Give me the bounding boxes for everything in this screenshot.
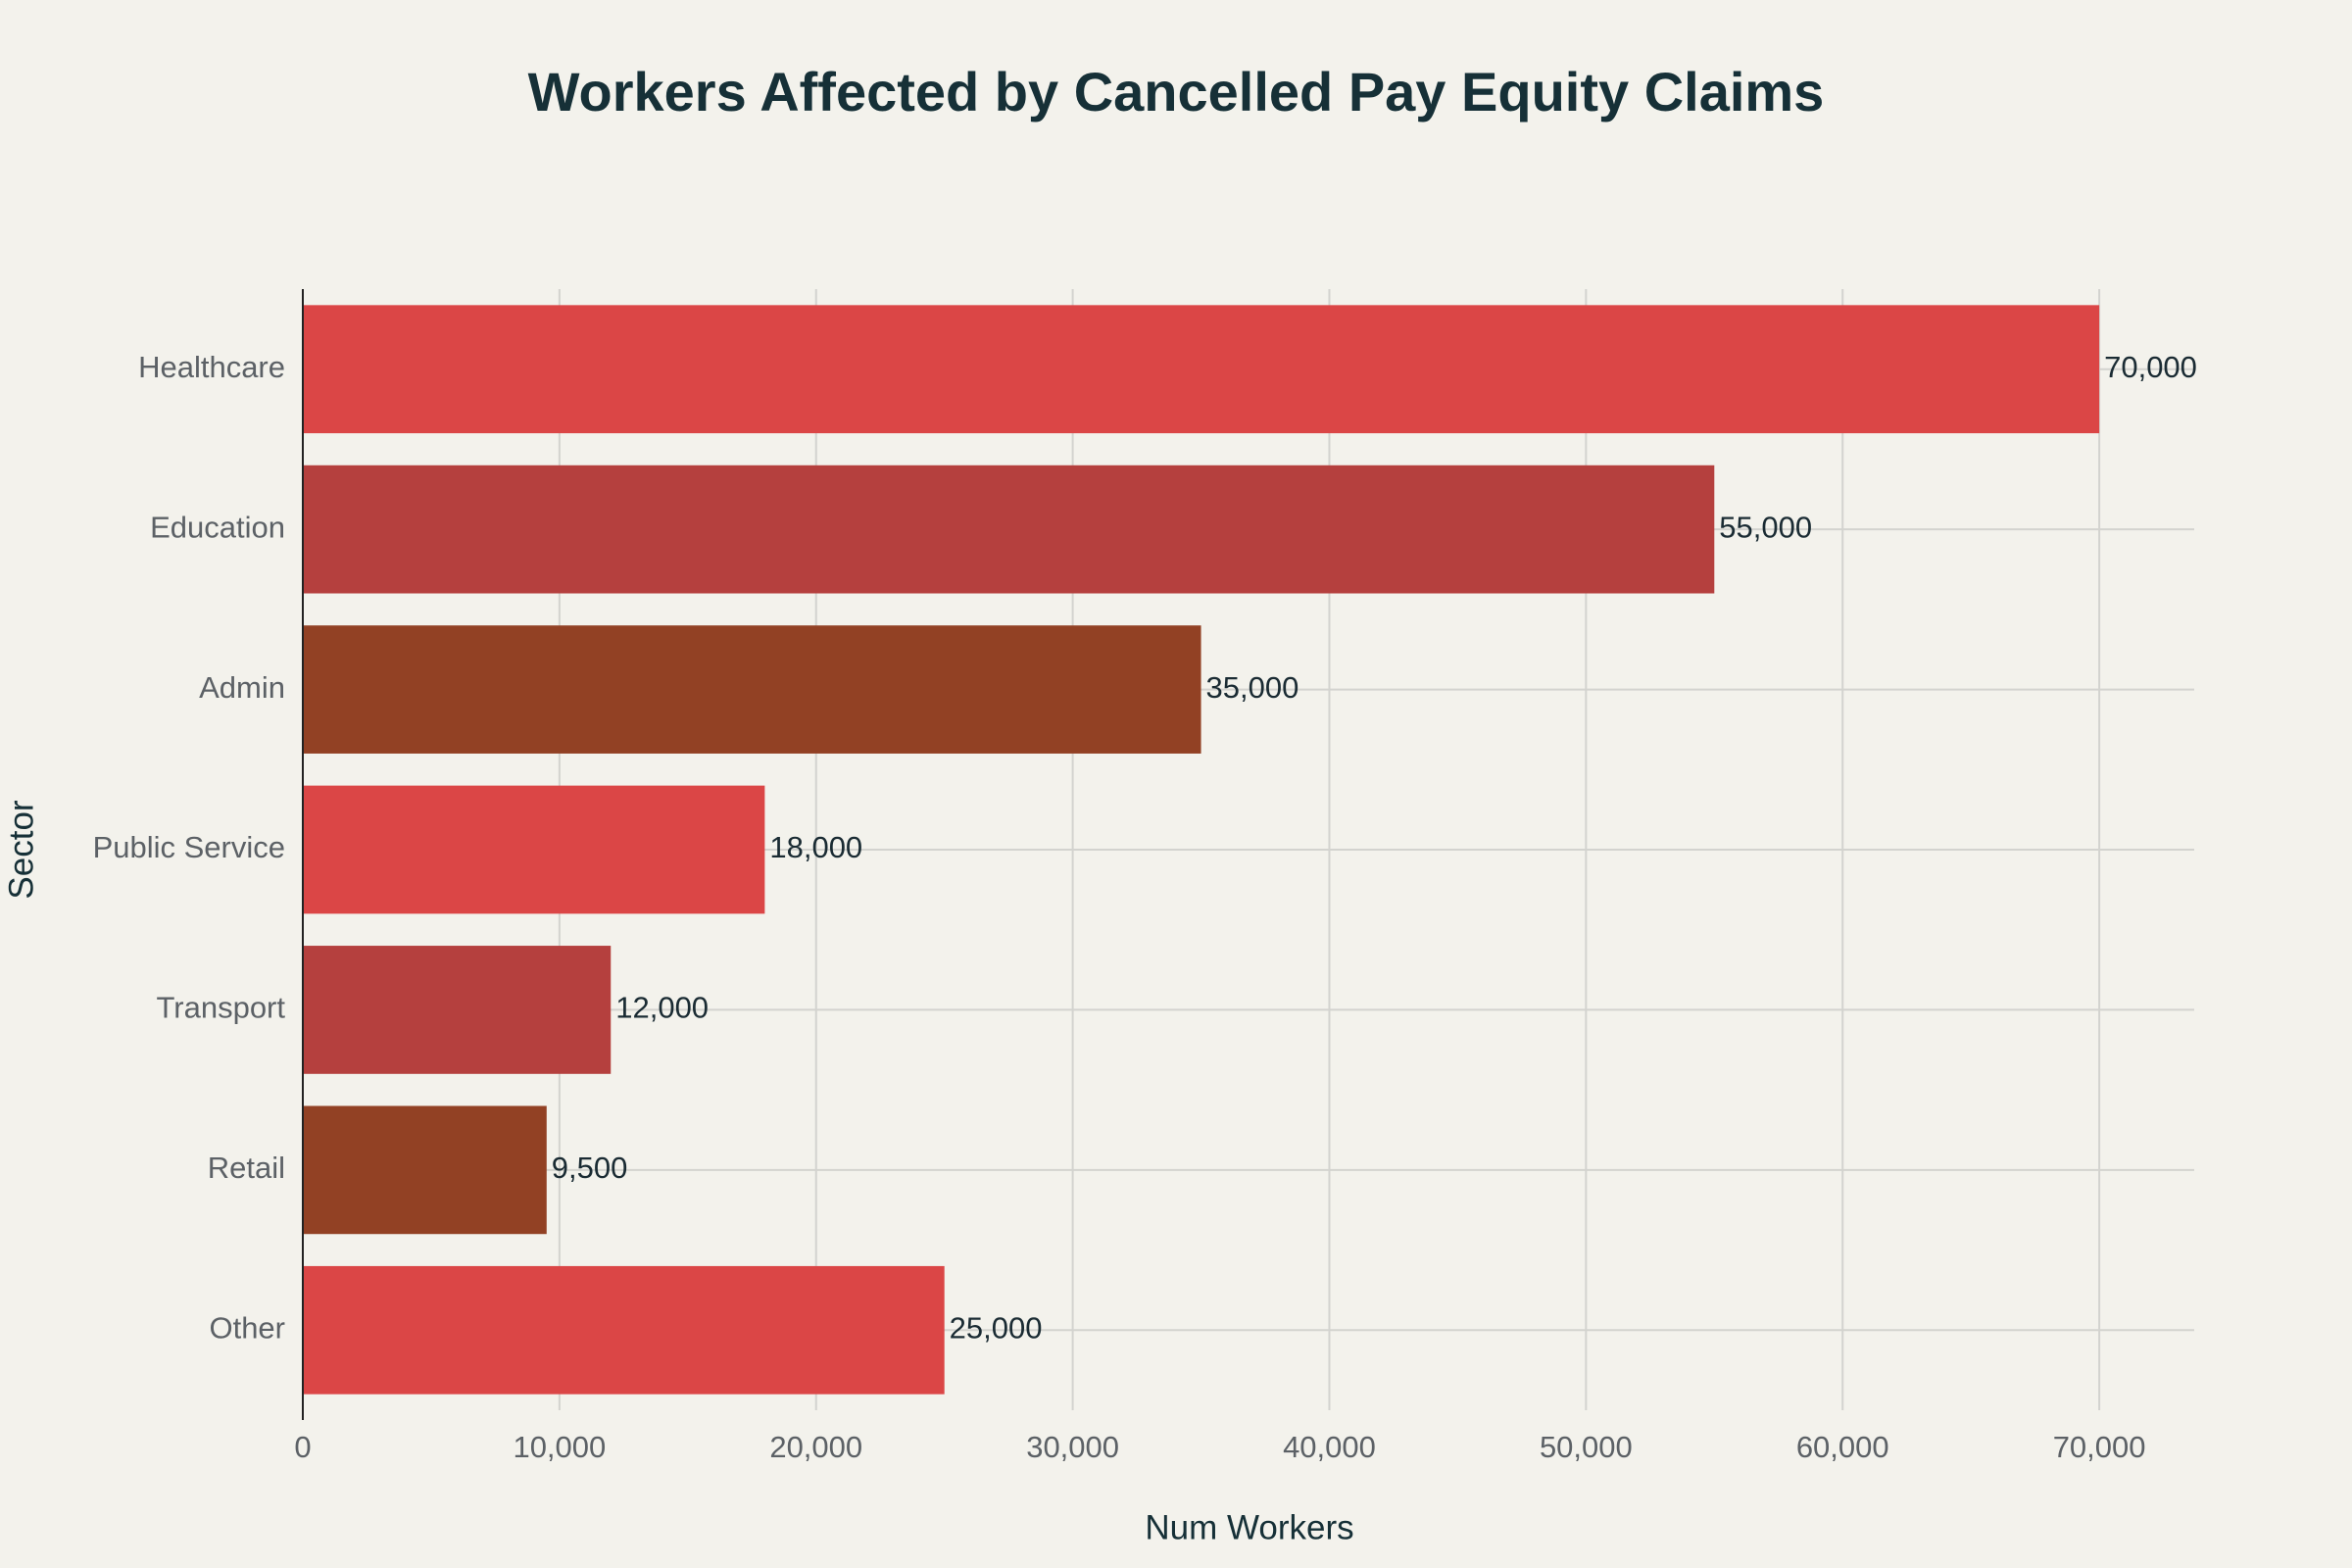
x-tick-label: 60,000: [1796, 1430, 1889, 1464]
x-tick-label: 10,000: [513, 1430, 606, 1464]
x-axis-title: Num Workers: [1145, 1508, 1353, 1546]
y-tick-label: Other: [209, 1310, 285, 1345]
bar: [303, 465, 1715, 594]
y-tick-label: Education: [150, 510, 285, 544]
bar: [303, 625, 1201, 754]
chart-title: Workers Affected by Cancelled Pay Equity…: [528, 61, 1825, 122]
x-tick-label: 50,000: [1540, 1430, 1633, 1464]
bar: [303, 305, 2100, 434]
x-tick-label: 40,000: [1283, 1430, 1376, 1464]
y-tick-label: Healthcare: [138, 350, 285, 384]
bar: [303, 1265, 945, 1395]
value-label: 25,000: [950, 1310, 1043, 1345]
x-tick-label: 30,000: [1026, 1430, 1119, 1464]
value-label: 12,000: [615, 991, 709, 1025]
bar: [303, 785, 765, 914]
y-axis-title: Sector: [2, 800, 40, 899]
value-label: 35,000: [1206, 670, 1299, 705]
value-label: 9,500: [552, 1151, 628, 1185]
value-label: 70,000: [2104, 350, 2197, 384]
value-label: 18,000: [769, 830, 862, 864]
bar: [303, 946, 612, 1074]
x-tick-label: 70,000: [2053, 1430, 2146, 1464]
bar: [303, 1105, 547, 1235]
y-tick-label: Transport: [156, 991, 285, 1025]
y-tick-label: Public Service: [93, 830, 285, 864]
x-tick-label: 0: [294, 1430, 311, 1464]
y-tick-label: Admin: [199, 670, 285, 705]
value-label: 55,000: [1719, 510, 1812, 544]
x-tick-label: 20,000: [769, 1430, 862, 1464]
y-tick-label: Retail: [208, 1151, 285, 1185]
